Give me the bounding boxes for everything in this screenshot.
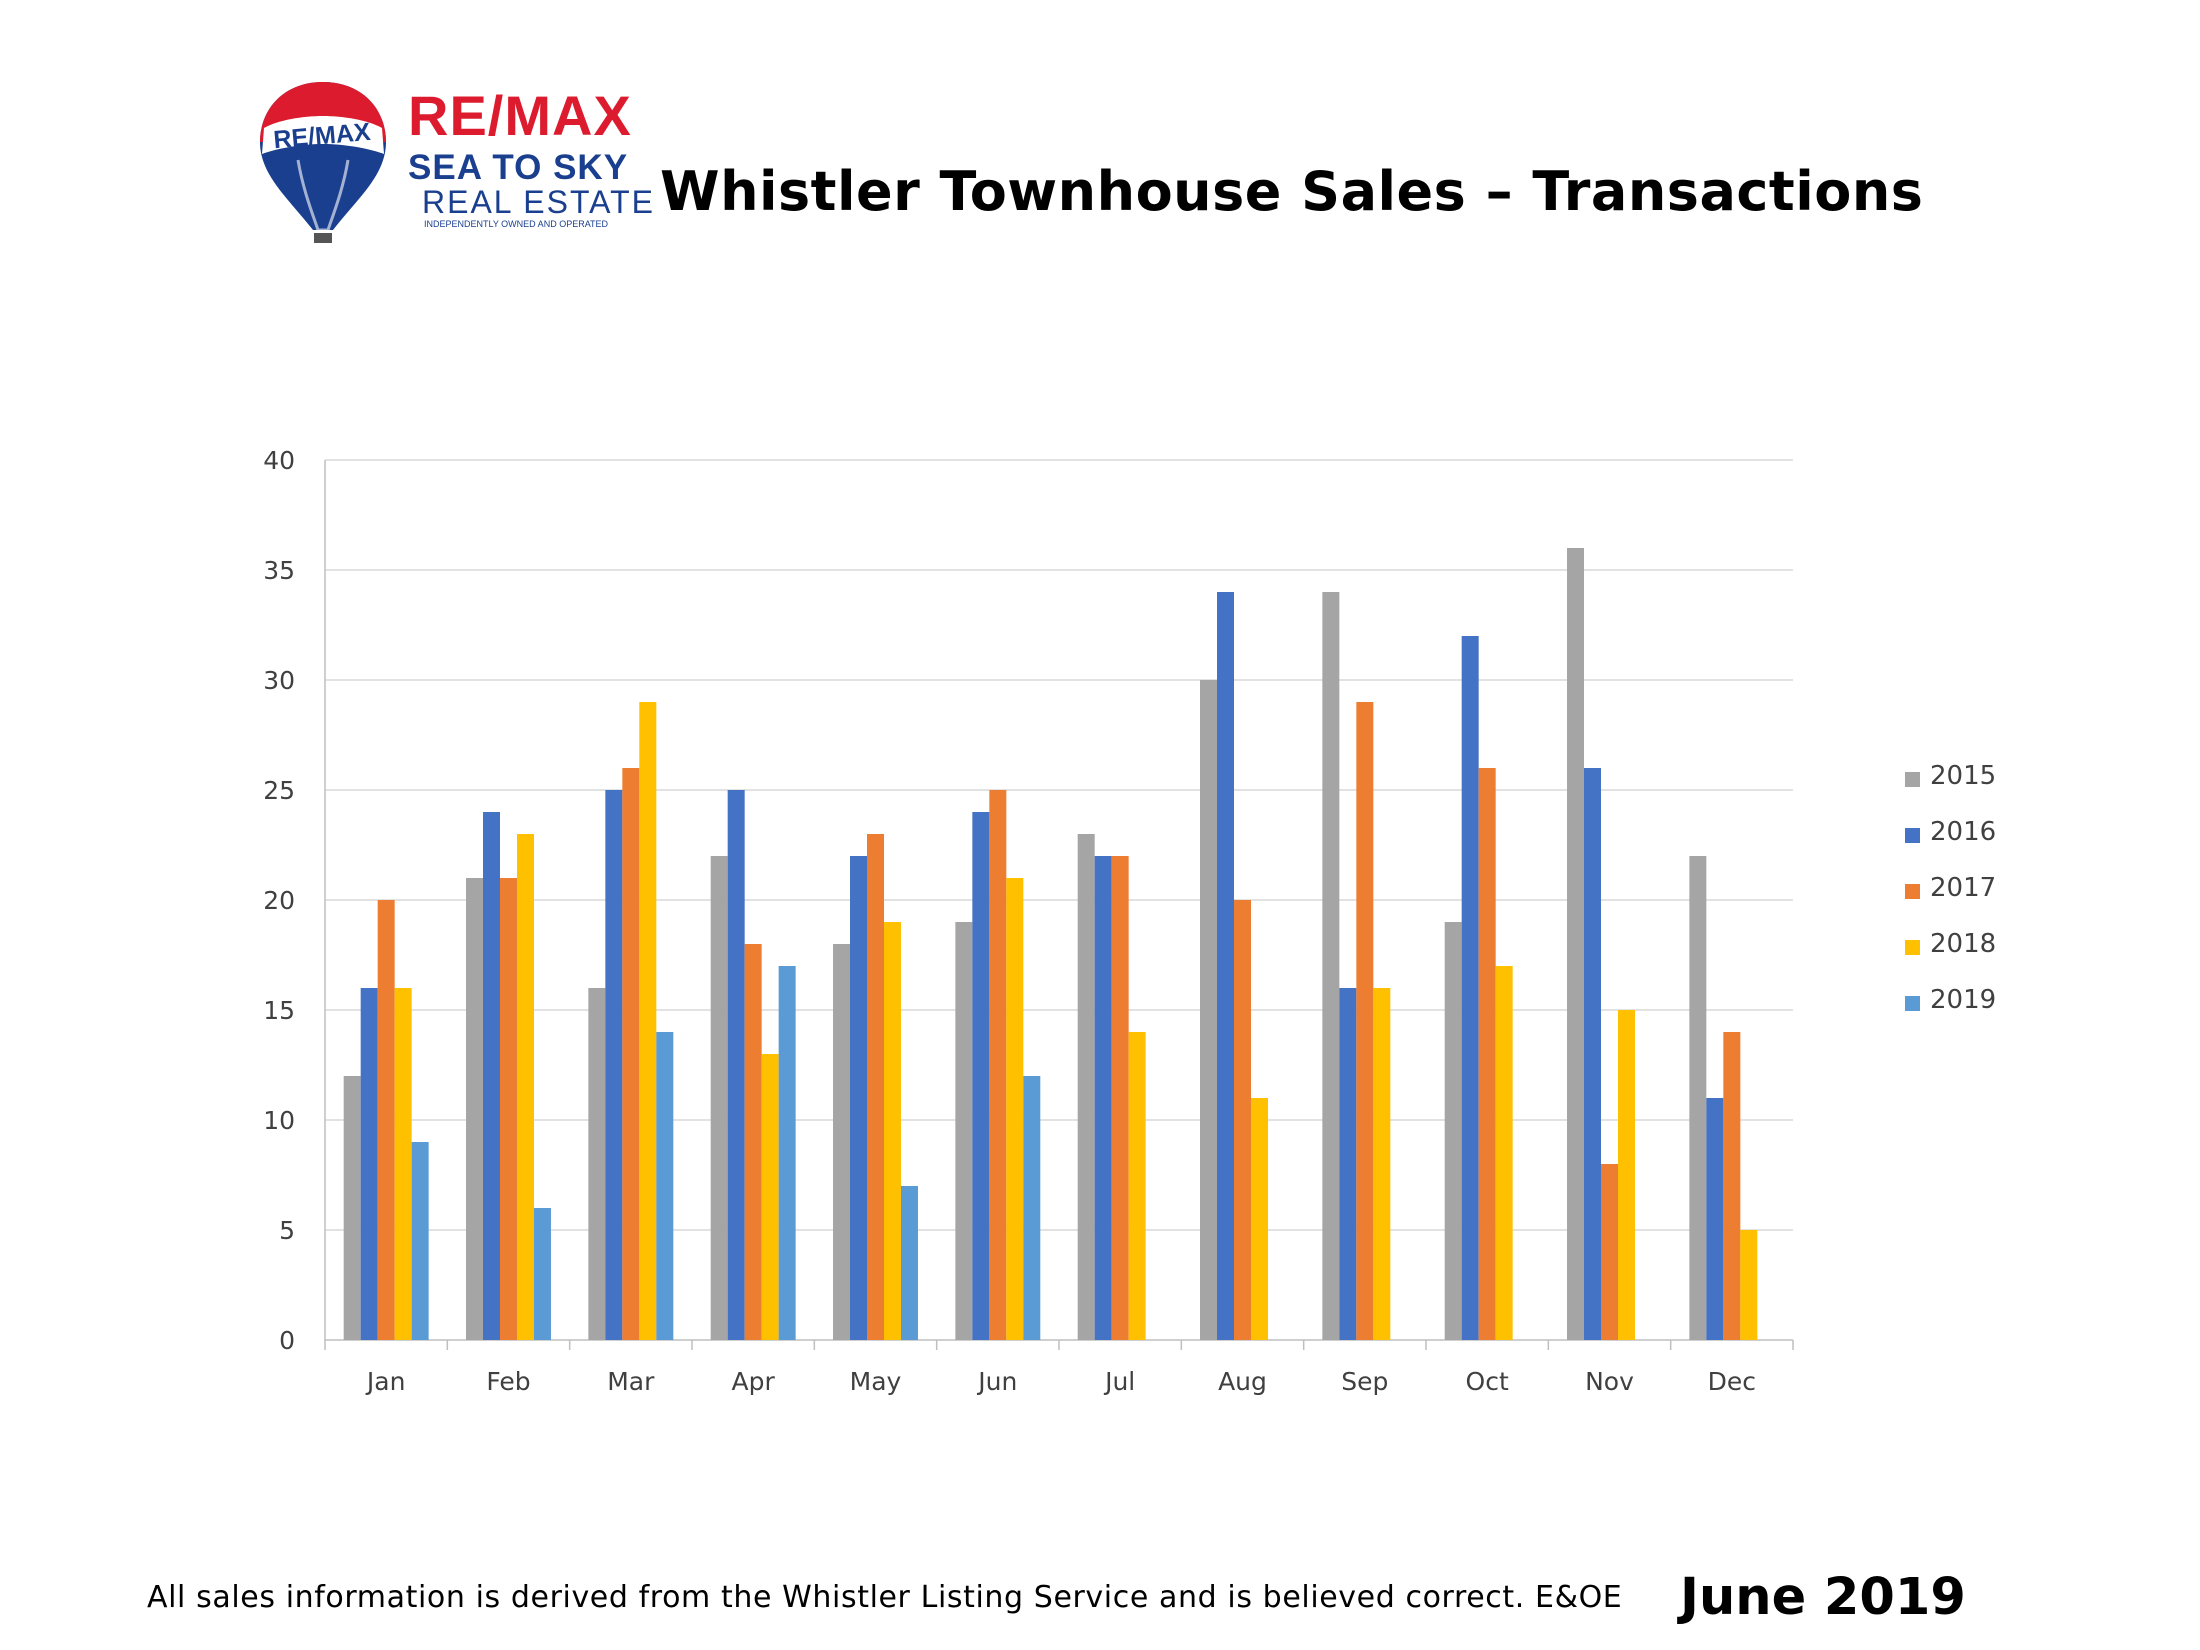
bar-2019-jun	[1023, 1076, 1041, 1340]
bar-2017-may	[867, 834, 884, 1340]
y-tick-label: 20	[263, 886, 295, 915]
y-tick-label: 5	[279, 1216, 295, 1245]
bar-2019-mar	[656, 1032, 674, 1340]
bar-2017-jan	[377, 900, 395, 1340]
bar-2017-sep	[1356, 702, 1374, 1340]
bar-2019-apr	[778, 966, 796, 1340]
legend-swatch	[1905, 940, 1920, 955]
bar-2018-mar	[639, 702, 657, 1340]
legend-swatch	[1905, 996, 1920, 1011]
legend-label: 2018	[1930, 929, 1997, 959]
bar-2018-apr	[761, 1054, 779, 1340]
x-tick-label: Aug	[1218, 1367, 1267, 1396]
bar-2016-may	[850, 856, 868, 1340]
bar-2015-may	[833, 944, 851, 1340]
page-title: Whistler Townhouse Sales – Transactions	[660, 160, 1924, 223]
bar-2018-jul	[1128, 1032, 1146, 1340]
y-tick-label: 10	[263, 1106, 295, 1135]
legend-swatch	[1905, 772, 1920, 787]
bar-2019-jan	[411, 1142, 429, 1340]
bar-2018-aug	[1250, 1098, 1268, 1340]
bar-chart: 0 5 10 15 20 25 30 35 40 Jan Feb Mar Apr May Jun Jul Aug…	[263, 446, 1794, 1396]
x-tick-label: May	[850, 1367, 902, 1396]
bar-2018-nov	[1617, 1010, 1635, 1340]
y-tick-label: 0	[279, 1326, 295, 1355]
bar-2015-jul	[1077, 834, 1095, 1340]
bar-2016-nov	[1584, 768, 1602, 1340]
bar-2018-oct	[1495, 966, 1513, 1340]
bar-2016-aug	[1217, 592, 1235, 1340]
brand-line2: REAL ESTATE	[422, 184, 656, 220]
bar-2015-apr	[710, 856, 728, 1340]
x-tick-label: Feb	[486, 1367, 530, 1396]
y-tick-label: 35	[263, 556, 295, 585]
legend-label: 2015	[1930, 761, 1997, 791]
bar-2018-jan	[394, 988, 412, 1340]
disclaimer-text: All sales information is derived from th…	[147, 1580, 1623, 1615]
bar-2017-aug	[1234, 900, 1251, 1340]
bar-2015-jan	[343, 1076, 361, 1340]
remax-logo: RE/MAX RE/MAX SEA TO SKY REAL ESTATE IND…	[258, 80, 658, 245]
x-tick-label: Dec	[1708, 1367, 1756, 1396]
bar-2016-oct	[1461, 636, 1479, 1340]
bar-2017-dec	[1723, 1032, 1741, 1340]
bar-2018-dec	[1740, 1230, 1758, 1340]
legend-swatch	[1905, 884, 1920, 899]
bar-2015-aug	[1200, 680, 1218, 1340]
y-tick-label: 15	[263, 996, 295, 1025]
x-tick-label: Mar	[607, 1367, 655, 1396]
bar-2015-feb	[466, 878, 484, 1340]
y-tick-label: 25	[263, 776, 295, 805]
bar-2015-sep	[1322, 592, 1340, 1340]
x-tick-label: Nov	[1585, 1367, 1634, 1396]
y-tick-label: 30	[263, 666, 295, 695]
bar-2017-jul	[1111, 856, 1129, 1340]
bar-2016-sep	[1339, 988, 1357, 1340]
bar-2017-mar	[622, 768, 640, 1340]
bar-2017-feb	[500, 878, 517, 1340]
brand-line1: SEA TO SKY	[408, 148, 629, 187]
bar-2016-jan	[360, 988, 378, 1340]
bar-2017-apr	[744, 944, 762, 1340]
bar-2019-may	[900, 1186, 918, 1340]
hot-air-balloon-icon	[260, 82, 386, 243]
bar-2016-feb	[483, 812, 501, 1340]
x-tick-label: Apr	[732, 1367, 776, 1396]
bar-2016-mar	[605, 790, 623, 1340]
legend-swatch	[1905, 828, 1920, 843]
brand-name: RE/MAX	[408, 84, 632, 147]
bar-2017-oct	[1478, 768, 1496, 1340]
report-date: June 2019	[1680, 1568, 1966, 1627]
x-tick-label: Jan	[365, 1367, 406, 1396]
bar-2018-jun	[1006, 878, 1024, 1340]
bar-2017-jun	[989, 790, 1007, 1340]
y-tick-label: 40	[263, 446, 295, 475]
bar-2019-feb	[533, 1208, 551, 1340]
bar-2016-apr	[727, 790, 745, 1340]
bar-2017-nov	[1601, 1164, 1618, 1340]
x-tick-label: Oct	[1466, 1367, 1509, 1396]
bar-2015-dec	[1689, 856, 1707, 1340]
brand-line3: INDEPENDENTLY OWNED AND OPERATED	[424, 219, 609, 229]
bar-2016-jun	[972, 812, 990, 1340]
bar-2015-oct	[1444, 922, 1462, 1340]
legend-label: 2019	[1930, 985, 1997, 1015]
bar-2015-mar	[588, 988, 606, 1340]
bar-2018-sep	[1373, 988, 1391, 1340]
bar-2015-nov	[1567, 548, 1585, 1340]
x-tick-label: Jul	[1103, 1367, 1135, 1396]
bar-2015-jun	[955, 922, 973, 1340]
x-tick-label: Sep	[1341, 1367, 1388, 1396]
bar-2018-feb	[516, 834, 534, 1340]
bar-2018-may	[883, 922, 901, 1340]
bar-2016-dec	[1706, 1098, 1724, 1340]
x-tick-label: Jun	[976, 1367, 1017, 1396]
legend-label: 2017	[1930, 873, 1997, 903]
legend-label: 2016	[1930, 817, 1997, 847]
bar-2016-jul	[1094, 856, 1112, 1340]
